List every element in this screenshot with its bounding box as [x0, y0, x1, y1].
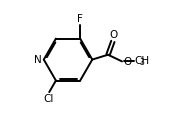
Text: N: N [34, 55, 42, 65]
Text: F: F [77, 14, 83, 24]
Text: 3: 3 [140, 58, 144, 67]
Text: CH: CH [134, 56, 150, 66]
Text: O: O [109, 30, 118, 40]
Text: O: O [123, 57, 131, 67]
Text: Cl: Cl [44, 94, 54, 104]
